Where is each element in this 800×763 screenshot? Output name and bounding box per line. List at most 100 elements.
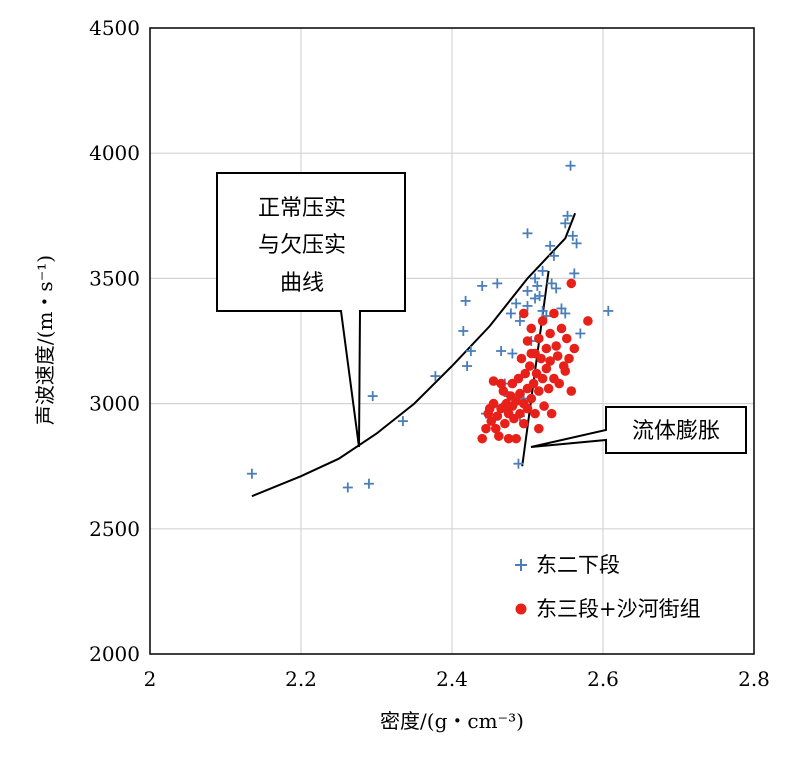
data-point-circle bbox=[524, 361, 535, 371]
data-point-plus bbox=[522, 300, 533, 311]
data-point-plus bbox=[545, 240, 556, 251]
legend-marker-circle bbox=[515, 603, 527, 615]
data-point-circle bbox=[481, 423, 491, 434]
data-point-circle bbox=[537, 373, 548, 384]
data-point-circle bbox=[522, 403, 533, 414]
data-point-plus bbox=[532, 280, 543, 291]
legend: 东二下段 东三段+沙河街组 bbox=[515, 553, 701, 621]
data-point-layer bbox=[246, 160, 614, 493]
data-point-circle bbox=[583, 316, 593, 326]
legend-label-series-1: 东二下段 bbox=[536, 553, 620, 577]
data-point-plus bbox=[514, 315, 525, 326]
data-point-circle bbox=[530, 408, 540, 419]
data-point-circle bbox=[556, 323, 567, 334]
data-point-circle bbox=[498, 386, 509, 396]
data-point-circle bbox=[511, 433, 521, 444]
data-point-circle bbox=[490, 423, 501, 434]
data-point-circle bbox=[534, 333, 544, 344]
data-point-circle bbox=[564, 353, 574, 364]
x-tick-label: 2.4 bbox=[436, 667, 468, 691]
data-point-circle bbox=[516, 353, 527, 364]
series-1 bbox=[246, 160, 614, 493]
x-tick-label: 2.8 bbox=[738, 667, 770, 691]
data-point-plus bbox=[460, 295, 471, 306]
normal-compaction-curve bbox=[251, 212, 577, 498]
data-point-plus bbox=[556, 303, 567, 314]
callout-box-compaction bbox=[216, 172, 406, 448]
callout-text-fluid: 流体膨胀 bbox=[632, 419, 720, 444]
data-point-plus bbox=[458, 325, 469, 336]
y-tick-label: 4000 bbox=[89, 141, 140, 165]
annotation-compaction-curve: 正常压实 与欠压实 曲线 bbox=[216, 172, 406, 448]
data-point-circle bbox=[528, 378, 539, 389]
data-point-plus bbox=[548, 250, 559, 261]
data-point-circle bbox=[526, 348, 537, 359]
data-point-plus bbox=[603, 305, 614, 316]
data-point-plus bbox=[560, 218, 571, 229]
data-point-circle bbox=[522, 336, 533, 346]
data-point-circle bbox=[520, 368, 531, 379]
data-point-plus bbox=[567, 230, 578, 241]
data-point-circle bbox=[551, 341, 561, 351]
x-axis-title: 密度/(g・cm⁻³) bbox=[380, 709, 524, 733]
data-point-circle bbox=[515, 388, 525, 399]
data-point-plus bbox=[546, 278, 557, 289]
data-point-plus bbox=[560, 308, 571, 319]
x-tick-label: 2 bbox=[144, 667, 157, 691]
data-point-circle bbox=[488, 376, 499, 386]
data-point-circle bbox=[492, 411, 503, 421]
data-point-plus bbox=[575, 328, 586, 339]
y-tick-label: 4500 bbox=[89, 16, 140, 40]
data-point-circle bbox=[541, 343, 552, 354]
data-point-plus bbox=[537, 305, 548, 316]
y-axis-title: 声波速度/(m・s⁻¹) bbox=[33, 255, 57, 425]
legend-item-series-2: 东三段+沙河街组 bbox=[515, 597, 701, 621]
data-point-circle bbox=[541, 363, 552, 374]
data-point-circle bbox=[560, 366, 571, 376]
y-tick-label: 3000 bbox=[89, 392, 140, 416]
data-point-plus bbox=[551, 283, 562, 294]
trend-line-layer bbox=[251, 212, 577, 498]
data-point-circle bbox=[526, 323, 537, 334]
callout-text-line-1: 正常压实 bbox=[258, 196, 346, 221]
x-tick-label: 2.2 bbox=[285, 667, 317, 691]
callout-text-line-3: 曲线 bbox=[280, 271, 324, 296]
data-point-circle bbox=[488, 398, 499, 409]
data-point-circle bbox=[546, 408, 557, 419]
annotation-fluid-expansion: 流体膨胀 bbox=[530, 406, 747, 454]
callout-box-fluid bbox=[530, 406, 747, 454]
x-tick-label: 2.6 bbox=[587, 667, 619, 691]
data-point-plus bbox=[569, 268, 580, 279]
data-point-circle bbox=[513, 373, 524, 384]
data-point-plus bbox=[430, 371, 441, 382]
data-point-plus bbox=[496, 346, 507, 357]
data-point-plus bbox=[530, 273, 541, 284]
y-tick-label: 3500 bbox=[89, 266, 140, 290]
data-point-circle bbox=[503, 433, 514, 444]
data-point-plus bbox=[507, 348, 518, 359]
legend-item-series-1: 东二下段 bbox=[515, 553, 620, 577]
data-point-circle bbox=[494, 431, 504, 441]
data-point-circle bbox=[537, 316, 548, 326]
tick-layer: 2 2.2 2.4 2.6 2.8 2000 2500 3000 3500 4000 4500 bbox=[89, 16, 770, 691]
data-point-plus bbox=[462, 361, 473, 372]
legend-label-series-2: 东三段+沙河街组 bbox=[536, 597, 701, 621]
data-point-plus bbox=[397, 416, 408, 427]
data-point-circle bbox=[545, 356, 555, 366]
data-point-plus bbox=[505, 308, 516, 319]
data-point-plus bbox=[537, 265, 548, 276]
data-point-circle bbox=[518, 308, 529, 319]
data-point-circle bbox=[543, 383, 554, 394]
data-point-plus bbox=[246, 468, 257, 479]
data-point-circle bbox=[526, 393, 537, 404]
data-point-circle bbox=[552, 351, 563, 361]
data-point-plus bbox=[530, 293, 541, 304]
data-point-circle bbox=[539, 401, 549, 411]
data-point-circle bbox=[536, 353, 546, 364]
data-point-plus bbox=[522, 285, 533, 296]
data-point-plus bbox=[511, 298, 522, 309]
data-point-plus bbox=[492, 278, 503, 289]
data-point-circle bbox=[496, 378, 506, 389]
data-point-plus bbox=[363, 478, 374, 489]
